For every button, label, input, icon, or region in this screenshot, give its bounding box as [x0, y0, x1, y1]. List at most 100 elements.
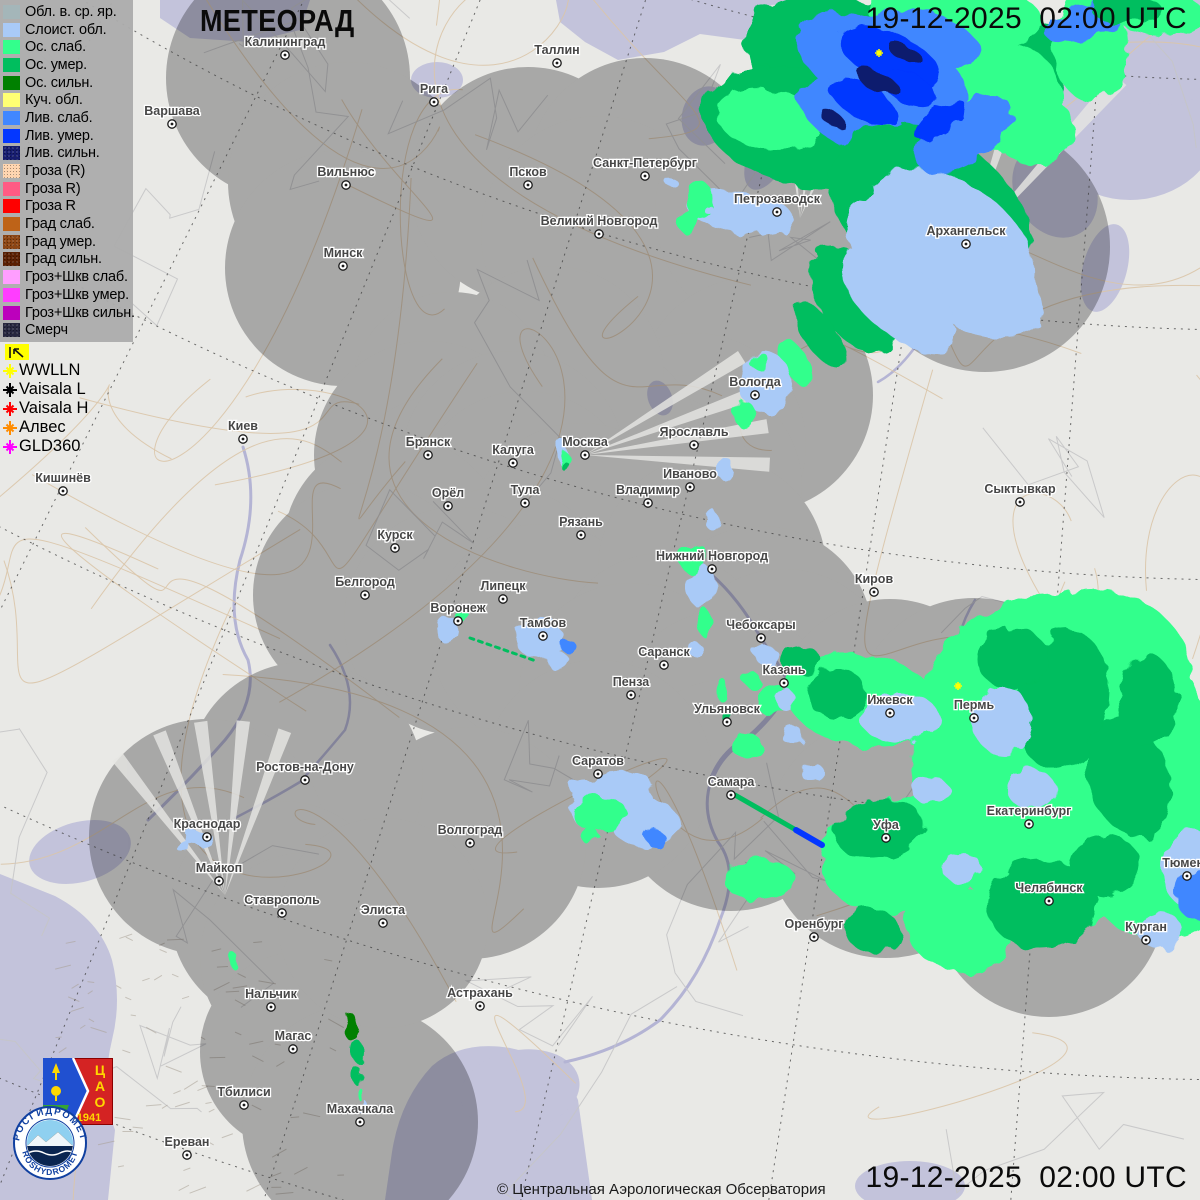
legend-label: Лив. слаб.: [25, 109, 93, 126]
legend-label: Лив. умер.: [25, 127, 94, 144]
lightning-source-item: GLD360: [2, 437, 88, 456]
precipitation-layer: [176, 0, 1200, 1116]
legend-swatch: [3, 4, 20, 19]
lightning-source-label: Алвес: [19, 418, 66, 436]
lightning-source-label: Vaisala H: [19, 399, 89, 417]
legend-label: Слоист. обл.: [25, 21, 107, 38]
city-label: Волгоград: [438, 823, 503, 837]
legend-label: Гроз+Шкв умер.: [25, 286, 129, 303]
city-label: Таллин: [534, 43, 579, 57]
city-label: Ярославль: [659, 425, 728, 439]
legend-item: Град слаб.: [3, 215, 133, 233]
lightning-source-label: WWLLN: [19, 361, 81, 379]
city-label: Минск: [324, 246, 364, 260]
city-label: Рига: [420, 82, 449, 96]
city-label: Екатеринбург: [987, 804, 1072, 818]
legend-swatch: [3, 217, 20, 232]
city-label: Ставрополь: [244, 893, 320, 907]
city-label: Магас: [275, 1029, 312, 1043]
legend-label: Град слаб.: [25, 216, 95, 233]
legend-label: Смерч: [25, 322, 68, 339]
lightning-source-item: WWLLN: [2, 361, 88, 380]
radar-spoke: [585, 351, 746, 455]
city-label: Киров: [855, 572, 894, 586]
radar-spoke: [194, 720, 225, 895]
city-label: Нальчик: [245, 987, 297, 1001]
city-label: Саранск: [638, 645, 690, 659]
lightning-strikes-layer: [875, 49, 962, 690]
legend-item: Лив. слаб.: [3, 109, 133, 127]
city-label: Тюмень: [1162, 856, 1200, 870]
city-label: Ульяновск: [694, 702, 760, 716]
city-label: Санкт-Петербург: [593, 156, 697, 170]
city-label: Архангельск: [927, 224, 1007, 238]
city-label: Ростов-на-Дону: [256, 760, 354, 774]
radar-spoke: [585, 385, 762, 455]
legend-item: Гроза (R): [3, 162, 133, 180]
city-label: Чебоксары: [726, 618, 795, 632]
city-label: Саратов: [572, 754, 624, 768]
legend-swatch: [3, 252, 20, 267]
legend-swatch: [3, 40, 20, 55]
svg-text:А: А: [95, 1078, 105, 1094]
city-label: Астрахань: [447, 986, 513, 1000]
city-label: Псков: [509, 165, 547, 179]
legend-swatch: [3, 93, 20, 108]
city-label: Орёл: [432, 486, 464, 500]
svg-text:Ц: Ц: [95, 1062, 106, 1078]
legend-swatch: [3, 234, 20, 249]
legend-item: Слоист. обл.: [3, 21, 133, 39]
legend-swatch: [3, 57, 20, 72]
legend-swatch: [3, 270, 20, 285]
legend-swatch: [3, 22, 20, 37]
city-label: Иваново: [663, 467, 717, 481]
city-label: Ереван: [165, 1135, 210, 1149]
city-label: Челябинск: [1015, 881, 1083, 895]
legend-label: Лив. сильн.: [25, 145, 100, 162]
legend-item: Смерч: [3, 321, 133, 339]
lightning-source-item: Vaisala H: [2, 399, 88, 418]
legend-label: Обл. в. ср. яр.: [25, 3, 117, 20]
legend-swatch: [3, 110, 20, 125]
city-label: Оренбург: [784, 917, 843, 931]
radar-spoke: [225, 720, 250, 895]
svg-text:О: О: [95, 1094, 106, 1110]
datetime-bottom: 19-12-2025 02:00 UTC: [865, 1161, 1187, 1194]
legend-item: Гроз+Шкв слаб.: [3, 268, 133, 286]
city-label: Москва: [562, 435, 609, 449]
cao-abbr: ЦАО: [95, 1062, 106, 1110]
radar-spoke: [225, 728, 292, 895]
city-label: Калуга: [492, 443, 535, 457]
legend-swatch: [3, 199, 20, 214]
legend-swatch: [3, 287, 20, 302]
cao-year: 1941: [77, 1112, 101, 1124]
legend-item: Куч. обл.: [3, 91, 133, 109]
city-label: Владимир: [616, 483, 680, 497]
legend-label: Гроза R): [25, 180, 81, 197]
legend-item: Град умер.: [3, 233, 133, 251]
city-label: Рязань: [559, 515, 603, 529]
city-label: Пермь: [954, 698, 995, 712]
legend-item: Обл. в. ср. яр.: [3, 3, 133, 21]
rocket-icon: [52, 1063, 60, 1073]
city-label: Казань: [762, 663, 805, 677]
city-label: Брянск: [406, 435, 451, 449]
page-title: МЕТЕОРАД: [200, 3, 355, 38]
lightning-source-label: Vaisala L: [19, 380, 86, 398]
legend-label: Гроз+Шкв сильн.: [25, 304, 135, 321]
squall-arrow-icon: [9, 346, 24, 358]
city-label: Краснодар: [174, 817, 241, 831]
balloon-icon: [51, 1086, 61, 1096]
radar-spoke: [585, 419, 769, 455]
city-label: Петрозаводск: [734, 192, 821, 206]
city-label: Липецк: [481, 579, 527, 593]
city-label: Элиста: [361, 903, 406, 917]
city-label: Тула: [511, 483, 541, 497]
legend-label: Гроза R: [25, 198, 76, 215]
city-label: Самара: [708, 775, 756, 789]
cross-icon: [3, 439, 17, 454]
radar-spoke: [112, 753, 225, 895]
city-label: Майкоп: [196, 861, 242, 875]
squall-legend-box: [5, 344, 29, 360]
legend-item: Ос. умер.: [3, 56, 133, 74]
